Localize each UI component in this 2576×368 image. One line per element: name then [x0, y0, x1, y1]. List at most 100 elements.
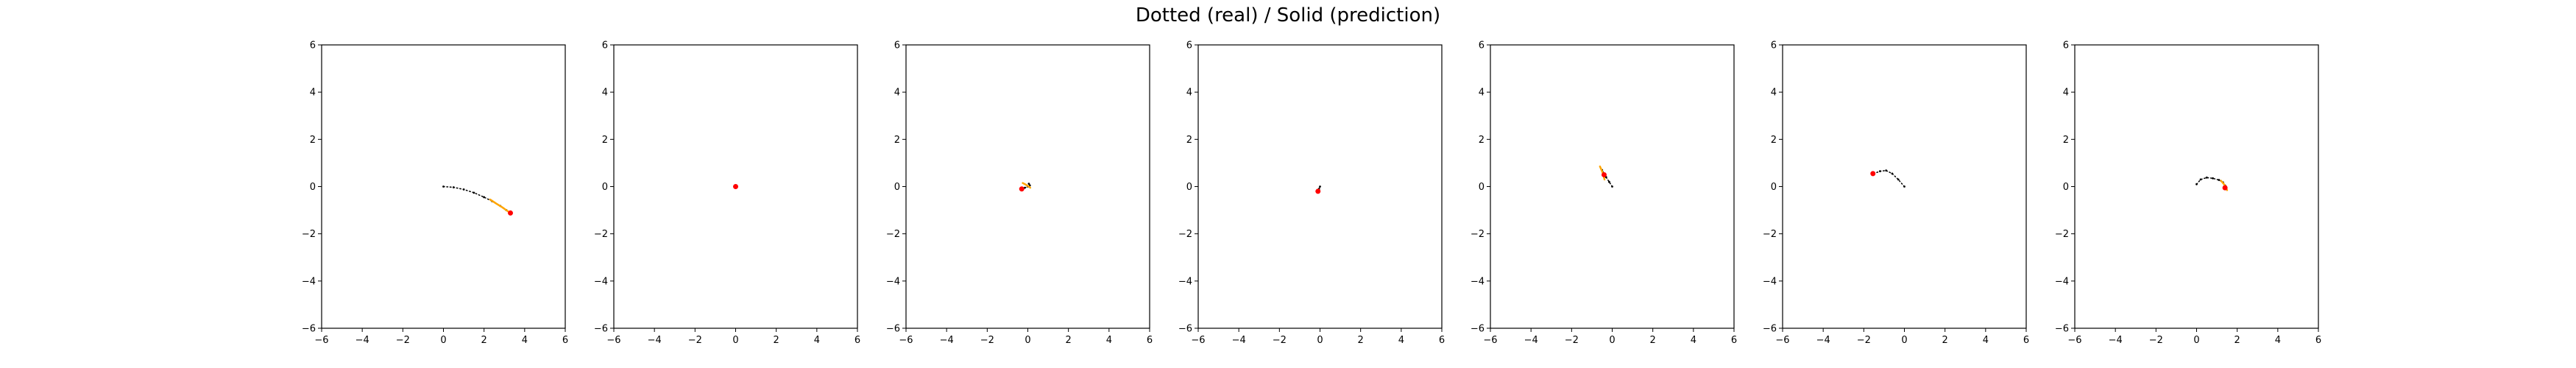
x-tick-label: −4: [1816, 335, 1830, 346]
y-tick-label: −2: [1178, 229, 1192, 240]
y-tick-label: 0: [1771, 182, 1777, 193]
real-point: [1319, 185, 1321, 188]
real-point: [1027, 183, 1030, 185]
y-tick-label: 4: [1479, 88, 1485, 99]
y-tick-label: −4: [886, 276, 900, 287]
x-tick-label: 0: [1317, 335, 1323, 346]
x-tick-label: 2: [481, 335, 487, 346]
start-marker: [1315, 188, 1321, 194]
x-tick-label: −2: [1565, 335, 1579, 346]
plot-area: [2195, 176, 2229, 191]
x-tick-label: 4: [1691, 335, 1696, 346]
y-tick-label: −2: [1471, 229, 1485, 240]
x-tick-label: −6: [314, 335, 328, 346]
x-tick-label: −6: [899, 335, 913, 346]
y-tick-label: 6: [1186, 40, 1192, 52]
plot-area: [1315, 185, 1321, 194]
y-tick-label: 4: [2063, 88, 2069, 99]
y-tick-label: −6: [1178, 324, 1192, 335]
x-tick-label: −2: [1857, 335, 1871, 346]
x-tick-label: −6: [2067, 335, 2081, 346]
x-tick-label: 4: [1106, 335, 1112, 346]
real-point: [462, 188, 465, 191]
prediction-line: [489, 198, 512, 214]
y-tick-label: −2: [594, 229, 608, 240]
y-tick-label: 6: [310, 40, 316, 52]
real-point: [2195, 183, 2198, 185]
y-tick-label: −4: [1178, 276, 1192, 287]
plot-area: [1019, 182, 1032, 192]
y-tick-label: −6: [302, 324, 316, 335]
y-tick-label: 4: [894, 88, 900, 99]
real-point: [1611, 185, 1613, 188]
x-tick-label: −6: [606, 335, 620, 346]
x-tick-label: 0: [732, 335, 738, 346]
real-point: [2218, 179, 2221, 181]
y-tick-label: 2: [1186, 135, 1192, 146]
subplot-1: −6 −4 −2 0 2 4 6 −6 −4 −2 0 2 4 6: [302, 40, 568, 347]
x-tick-label: 6: [854, 335, 860, 346]
real-point: [1607, 180, 1610, 183]
x-tick-label: 0: [1901, 335, 1907, 346]
y-tick-label: 2: [310, 135, 316, 146]
x-tick-label: 4: [522, 335, 528, 346]
real-point: [1903, 185, 1906, 188]
x-tick-label: −6: [1775, 335, 1789, 346]
start-marker: [1019, 186, 1025, 192]
y-tick-label: 4: [1771, 88, 1777, 99]
y-tick-label: −2: [886, 229, 900, 240]
y-tick-label: 4: [310, 88, 316, 99]
x-tick-label: −4: [1524, 335, 1538, 346]
subplot-7: −6 −4 −2 0 2 4 6 −6 −4 −2 0 2 4 6: [2055, 40, 2321, 347]
x-tick-label: −2: [2149, 335, 2163, 346]
y-tick-label: 4: [1186, 88, 1192, 99]
x-tick-label: 0: [2193, 335, 2199, 346]
x-tick-label: 0: [1025, 335, 1030, 346]
real-point: [2199, 178, 2202, 181]
x-tick-label: −4: [2109, 335, 2123, 346]
y-tick-label: 0: [1479, 182, 1485, 193]
x-tick-label: 6: [562, 335, 568, 346]
x-tick-label: 0: [1609, 335, 1615, 346]
y-tick-label: −6: [1763, 324, 1777, 335]
x-tick-label: −4: [940, 335, 954, 346]
prediction-line: [1022, 182, 1032, 189]
x-tick-label: 4: [2275, 335, 2281, 346]
y-tick-label: −4: [2055, 276, 2069, 287]
y-tick-label: −4: [302, 276, 316, 287]
x-tick-label: −2: [396, 335, 410, 346]
plot-area: [442, 185, 514, 216]
x-tick-label: 4: [1983, 335, 1989, 346]
y-tick-label: 2: [894, 135, 900, 146]
axes-frame: [2074, 44, 2319, 329]
x-tick-label: −6: [1191, 335, 1205, 346]
y-tick-label: −6: [886, 324, 900, 335]
start-marker: [1601, 171, 1607, 177]
x-tick-label: 0: [440, 335, 446, 346]
x-tick-label: −2: [980, 335, 994, 346]
y-tick-label: 4: [602, 88, 608, 99]
x-tick-label: −4: [1232, 335, 1246, 346]
x-tick-label: −2: [1273, 335, 1287, 346]
plot-area: [733, 184, 738, 189]
real-point: [1891, 172, 1894, 175]
x-tick-label: −4: [355, 335, 369, 346]
real-point: [1897, 178, 1900, 181]
real-point: [1023, 186, 1026, 189]
start-marker: [1870, 171, 1876, 177]
x-tick-label: 6: [2315, 335, 2321, 346]
y-tick-label: 6: [894, 40, 900, 52]
y-tick-label: −6: [1471, 324, 1485, 335]
real-point: [442, 185, 445, 188]
figure-title: Dotted (real) / Solid (prediction): [1136, 4, 1440, 26]
real-point: [452, 186, 455, 188]
y-tick-label: 2: [602, 135, 608, 146]
start-marker: [2222, 185, 2228, 191]
subplot-5: −6 −4 −2 0 2 4 6 −6 −4 −2 0 2 4 6: [1471, 40, 1737, 347]
y-tick-label: 0: [602, 182, 608, 193]
plot-area: [1870, 169, 1906, 188]
y-tick-label: −4: [1471, 276, 1485, 287]
y-tick-label: −2: [2055, 229, 2069, 240]
y-tick-label: 2: [1771, 135, 1777, 146]
